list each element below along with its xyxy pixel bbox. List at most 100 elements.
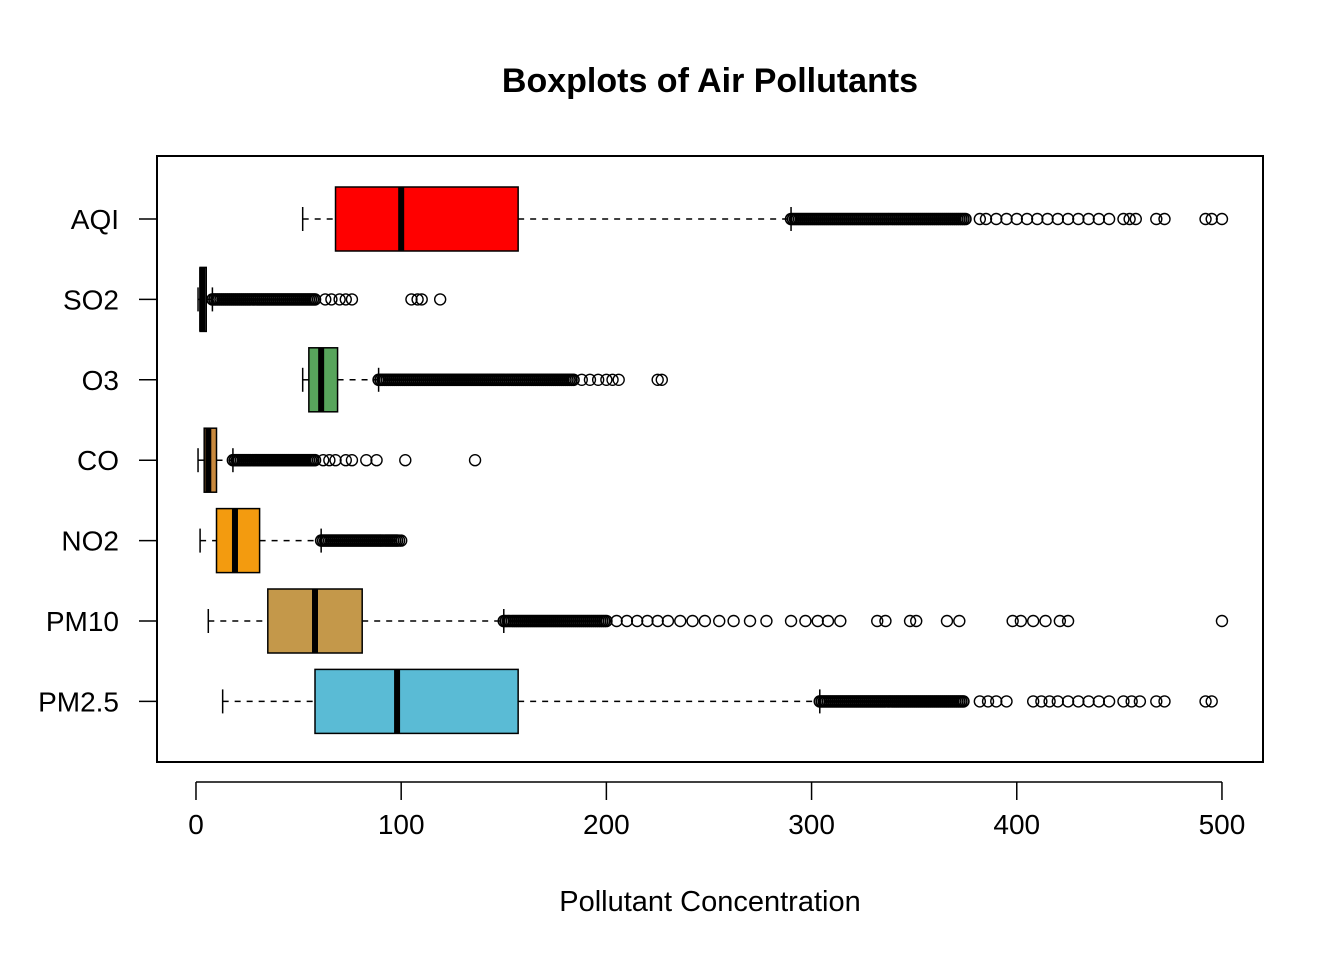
outlier-point-pm2-5 [1150, 695, 1163, 708]
outlier-point-co [468, 454, 482, 467]
outlier-point-aqi [1158, 212, 1171, 226]
outlier-point-aqi [1082, 212, 1095, 226]
outlier-point-aqi [1010, 212, 1023, 226]
outlier-point-pm10 [903, 614, 917, 628]
outlier-point-co [308, 453, 322, 467]
box-rect-pm2-5 [314, 668, 519, 735]
outlier-point-aqi [1150, 212, 1163, 226]
outlier-point-aqi [1061, 212, 1075, 226]
outlier-point-aqi [1199, 212, 1212, 226]
outlier-point-aqi [979, 212, 993, 226]
outlier-point-so2 [339, 293, 352, 306]
outlier-point-aqi [1092, 212, 1106, 226]
outlier-point-pm2-5 [1043, 695, 1056, 708]
outlier-point-so2 [308, 293, 322, 306]
outlier-point-o3 [606, 373, 619, 386]
outlier-point-so2 [411, 293, 424, 306]
outlier-band-no2 [314, 534, 404, 547]
outlier-point-pm2-5 [1051, 695, 1065, 708]
y-tick-label-co: CO [77, 445, 119, 476]
x-axis-label: Pollutant Concentration [559, 886, 860, 918]
outlier-point-pm10 [641, 614, 654, 628]
box-co [197, 427, 482, 493]
outlier-point-o3 [567, 373, 580, 387]
x-tick-label-400: 400 [993, 809, 1040, 840]
outlier-point-pm2-5 [1000, 695, 1013, 708]
box-pm10 [207, 588, 1229, 654]
outlier-point-pm10 [1215, 614, 1229, 628]
outlier-point-pm10 [620, 614, 634, 628]
outlier-point-pm10 [630, 614, 644, 628]
outlier-point-pm10 [1053, 614, 1067, 628]
x-tick-label-300: 300 [788, 809, 835, 840]
outlier-point-pm10 [1006, 614, 1019, 628]
outlier-point-pm10 [799, 614, 812, 628]
y-tick-label-pm2-5: PM2.5 [38, 686, 119, 717]
outlier-point-pm10 [834, 614, 847, 628]
outlier-point-pm2-5 [1158, 695, 1171, 708]
outlier-point-so2 [345, 293, 359, 306]
outlier-point-co [323, 454, 336, 467]
outlier-point-aqi [1102, 212, 1116, 226]
outlier-point-so2 [433, 293, 447, 306]
box-rect-no2 [215, 507, 261, 574]
outlier-point-pm10 [1026, 614, 1040, 628]
y-tick-label-aqi: AQI [71, 204, 119, 235]
plot-frame [156, 155, 1264, 763]
outlier-band-o3 [372, 373, 580, 387]
outlier-point-pm2-5 [1205, 695, 1218, 708]
outlier-point-o3 [575, 373, 588, 386]
outlier-point-pm10 [600, 614, 613, 628]
outlier-band-pm2-5 [813, 695, 970, 708]
outlier-point-pm10 [651, 614, 664, 628]
outlier-point-pm2-5 [1035, 695, 1048, 708]
outlier-point-pm2-5 [1026, 695, 1040, 708]
outlier-point-aqi [1129, 212, 1142, 226]
box-so2 [197, 266, 447, 333]
box-pm2-5 [221, 668, 1218, 735]
outlier-point-co [370, 454, 383, 467]
outlier-point-so2 [405, 293, 418, 306]
y-tick-label-no2: NO2 [61, 526, 119, 557]
outlier-point-pm2-5 [1061, 695, 1075, 708]
outlier-point-so2 [319, 293, 332, 306]
outlier-band-pm10 [497, 614, 613, 628]
outlier-point-pm2-5 [990, 695, 1003, 708]
outlier-point-pm10 [871, 614, 884, 628]
outlier-point-pm10 [674, 614, 687, 628]
outlier-point-pm10 [953, 614, 966, 628]
outlier-band-aqi [784, 212, 972, 226]
outlier-point-pm2-5 [1133, 695, 1147, 708]
x-tick-label-100: 100 [378, 809, 425, 840]
outlier-point-aqi [1205, 212, 1218, 226]
outlier-point-pm10 [940, 614, 954, 628]
outlier-point-aqi [1051, 212, 1065, 226]
outlier-point-aqi [973, 212, 987, 226]
outlier-band-so2 [206, 293, 322, 306]
outlier-point-aqi [1123, 212, 1136, 226]
outlier-point-co [329, 454, 342, 467]
outlier-point-so2 [325, 293, 338, 306]
outlier-point-pm2-5 [1125, 695, 1138, 708]
outlier-point-pm10 [811, 614, 824, 628]
outlier-point-pm2-5 [957, 695, 970, 708]
outlier-point-pm2-5 [973, 695, 987, 708]
outlier-point-o3 [655, 373, 668, 386]
outlier-point-aqi [1117, 212, 1130, 226]
outlier-point-pm10 [879, 614, 892, 628]
outlier-point-pm10 [698, 614, 712, 628]
outlier-point-co [317, 454, 330, 467]
outlier-point-pm10 [821, 614, 835, 628]
x-tick-label-500: 500 [1199, 809, 1246, 840]
outlier-point-aqi [1031, 212, 1044, 226]
y-tick-label-o3: O3 [82, 365, 119, 396]
outlier-point-aqi [1215, 212, 1229, 226]
outlier-point-pm10 [760, 614, 773, 628]
outlier-point-pm10 [686, 614, 699, 628]
outlier-point-o3 [612, 373, 625, 386]
outlier-point-pm2-5 [1102, 695, 1116, 708]
x-tick-label-200: 200 [583, 809, 630, 840]
outlier-point-pm2-5 [1082, 695, 1095, 708]
